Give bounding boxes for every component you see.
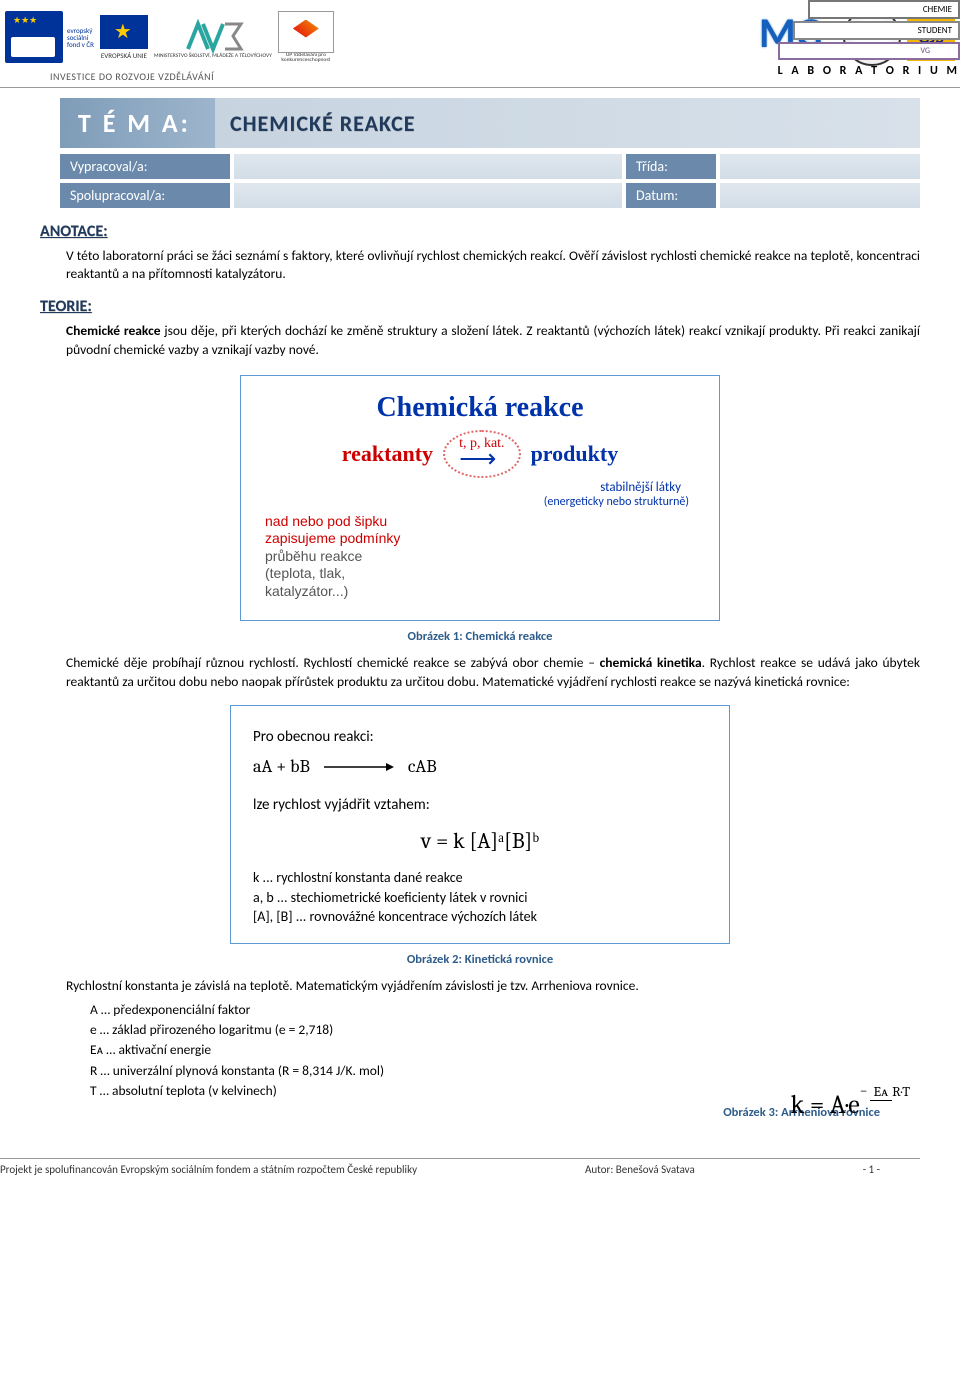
diagram-1: Chemická reakce reaktanty t, p, kat. ⟶ p…	[240, 375, 720, 622]
arrhenius-equation: k = A·e−EᴀR·T	[790, 1082, 910, 1120]
def-e: e … základ přirozeného logaritmu (e = 2,…	[90, 1020, 920, 1040]
d2-velocity-eq: v = k [A]ᵃ[B]ᵇ	[253, 828, 707, 854]
header-separator	[0, 87, 960, 88]
info-rows: Vypracoval/a: Třída: Spolupracoval/a: Da…	[40, 154, 920, 208]
footer-page: - 1 -	[863, 1163, 880, 1176]
info-row-1: Vypracoval/a: Třída:	[40, 154, 920, 179]
eu-flag-icon	[100, 15, 148, 49]
msmt-icon	[182, 14, 244, 54]
teorie-rest: jsou děje, při kterých dochází ke změně …	[66, 322, 920, 357]
d2-equation: aA + bB cAB	[253, 756, 707, 778]
heading-teorie: TEORIE:	[40, 297, 920, 316]
anotace-text: V této laboratorní práci se žáci seznámí…	[66, 247, 920, 283]
caption-1: Obrázek 1: Chemická reakce	[40, 629, 920, 644]
para2a: Chemické děje probíhají různou rychlostí…	[66, 654, 600, 671]
d1-left-block: nad nebo pod šipku zapisujeme podmínky p…	[265, 513, 701, 601]
op-label: OP Vzdělávání pro konkurenceschopnost	[278, 53, 334, 64]
d2-eq-left: aA + bB	[253, 756, 310, 777]
def-R: R … univerzální plynová konstanta (R = 8…	[90, 1061, 920, 1081]
def-Ea: Eᴀ … aktivační energie	[90, 1040, 920, 1060]
d1-row: reaktanty t, p, kat. ⟶ produkty	[259, 430, 701, 478]
d1-products: produkty	[531, 441, 619, 467]
msmt-label: MINISTERSTVO ŠKOLSTVÍ, MLÁDEŽE A TĚLOVÝC…	[154, 54, 272, 60]
para2b: chemická kinetika	[600, 654, 702, 671]
d1-title: Chemická reakce	[259, 392, 701, 424]
d2-eq-right: cAB	[408, 756, 437, 777]
corner-student: STUDENT	[793, 21, 960, 40]
d1-sub1: stabilnější látky	[259, 480, 681, 495]
heading-anotace: ANOTACE:	[40, 222, 920, 241]
tema-banner: T É M A: CHEMICKÉ REAKCE	[60, 98, 920, 148]
esf-text: evropský sociální fond v ČR	[63, 27, 94, 48]
arr-exponent: −EᴀR·T	[860, 1082, 910, 1099]
tema-label: T É M A:	[60, 107, 230, 139]
esf-logo-icon	[5, 11, 63, 63]
esf-line3: fond v ČR	[67, 41, 94, 48]
d2-desc: k ... rychlostní konstanta dané reakce a…	[253, 868, 707, 927]
def-A: A … předexponenciální faktor	[90, 1000, 920, 1020]
d1-l1: nad nebo pod šipku	[265, 513, 701, 531]
diagram-2: Pro obecnou reakci: aA + bB cAB lze rych…	[230, 705, 730, 944]
caption-3: Obrázek 3: Arrheniova rovnice	[40, 1105, 880, 1120]
esf-logo-block: evropský sociální fond v ČR	[5, 11, 94, 63]
d1-l4: (teplota, tlak,	[265, 565, 701, 583]
bottom-para: Rychlostní konstanta je závislá na teplo…	[66, 977, 920, 994]
d1-conditions: t, p, kat. ⟶	[443, 430, 521, 478]
header-logos: evropský sociální fond v ČR EVROPSKÁ UNI…	[0, 0, 960, 66]
footer-author: Autor: Benešová Svatava	[585, 1163, 695, 1176]
info-row-2: Spolupracoval/a: Datum:	[40, 183, 920, 208]
blank-spolupracoval[interactable]	[234, 183, 622, 208]
arr-left: k = A·e	[790, 1090, 859, 1120]
teorie-text-1: Chemické reakce jsou děje, při kterých d…	[66, 322, 920, 358]
op-logo: OP Vzdělávání pro konkurenceschopnost	[278, 11, 334, 64]
arrow-icon: ⟶	[459, 444, 496, 473]
eu-logo: EVROPSKÁ UNIE	[100, 15, 148, 60]
blank-datum[interactable]	[720, 183, 920, 208]
d1-l5: katalyzátor...)	[265, 583, 701, 601]
d1-l3: průběhu reakce	[265, 548, 701, 566]
eu-label: EVROPSKÁ UNIE	[101, 51, 147, 60]
blank-vypracoval[interactable]	[234, 154, 622, 179]
logo-group-left: evropský sociální fond v ČR EVROPSKÁ UNI…	[5, 11, 334, 64]
teorie-bold: Chemické reakce	[66, 322, 161, 339]
op-icon	[278, 11, 334, 53]
long-arrow-icon	[324, 757, 394, 778]
footer-left: Projekt je spolufinancován Evropským soc…	[0, 1163, 417, 1176]
page-footer: Projekt je spolufinancován Evropským soc…	[0, 1158, 920, 1176]
d2-l2: lze rychlost vyjádřit vztahem:	[253, 796, 707, 814]
lab-text: L A B O R A T O R I U M	[778, 62, 960, 80]
label-trida: Třída:	[626, 154, 716, 179]
d1-reactants: reaktanty	[342, 441, 433, 467]
label-vypracoval: Vypracoval/a:	[60, 154, 230, 179]
d2-d3: [A], [B] ... rovnovážné koncentrace vých…	[253, 907, 707, 927]
msmt-logo: MINISTERSTVO ŠKOLSTVÍ, MLÁDEŽE A TĚLOVÝC…	[154, 14, 272, 60]
label-datum: Datum:	[626, 183, 716, 208]
d1-l2: zapisujeme podmínky	[265, 530, 701, 548]
d2-l1: Pro obecnou reakci:	[253, 728, 707, 746]
blank-trida[interactable]	[720, 154, 920, 179]
para-2: Chemické děje probíhají různou rychlostí…	[66, 654, 920, 690]
corner-chemie: CHEMIE	[808, 0, 960, 19]
caption-2: Obrázek 2: Kinetická rovnice	[40, 952, 920, 967]
d2-d1: k ... rychlostní konstanta dané reakce	[253, 868, 707, 888]
corner-labels: CHEMIE STUDENT VG L A B O R A T O R I U …	[778, 0, 960, 80]
d1-sub2: (energeticky nebo strukturně)	[259, 495, 689, 509]
d2-d2: a, b ... stechiometrické koeficienty lát…	[253, 888, 707, 908]
label-spolupracoval: Spolupracoval/a:	[60, 183, 230, 208]
tema-title: CHEMICKÉ REAKCE	[230, 110, 416, 137]
corner-vg: VG	[778, 42, 960, 60]
arr-top: Eᴀ	[870, 1083, 893, 1101]
arr-bot: R·T	[892, 1083, 910, 1100]
arrhenius-formula: k = A·e−EᴀR·T	[790, 1090, 910, 1120]
